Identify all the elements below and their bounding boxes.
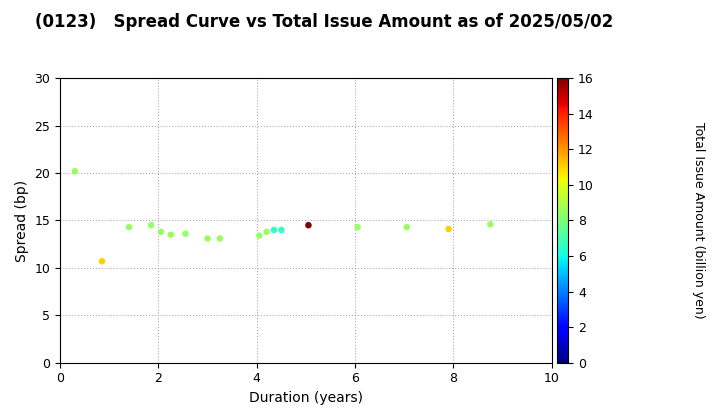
Point (401, 224, 413, 231)
Y-axis label: Spread (bp): Spread (bp) (15, 179, 29, 262)
Point (443, 226, 454, 232)
Point (180, 231, 192, 237)
Point (156, 228, 167, 235)
Point (214, 235, 225, 242)
Point (202, 235, 213, 242)
Point (253, 232, 265, 239)
Point (302, 222, 314, 228)
Point (69, 168, 81, 174)
Point (96, 258, 108, 265)
Point (276, 226, 287, 233)
Y-axis label: Total Issue Amount (billion yen): Total Issue Amount (billion yen) (692, 122, 705, 319)
Point (352, 224, 364, 231)
Point (269, 226, 280, 233)
Text: (0123)   Spread Curve vs Total Issue Amount as of 2025/05/02: (0123) Spread Curve vs Total Issue Amoun… (35, 13, 613, 31)
Point (123, 224, 135, 231)
Point (261, 228, 272, 235)
X-axis label: Duration (years): Duration (years) (249, 391, 363, 405)
Point (145, 222, 157, 228)
Point (165, 231, 176, 238)
Point (485, 221, 496, 228)
